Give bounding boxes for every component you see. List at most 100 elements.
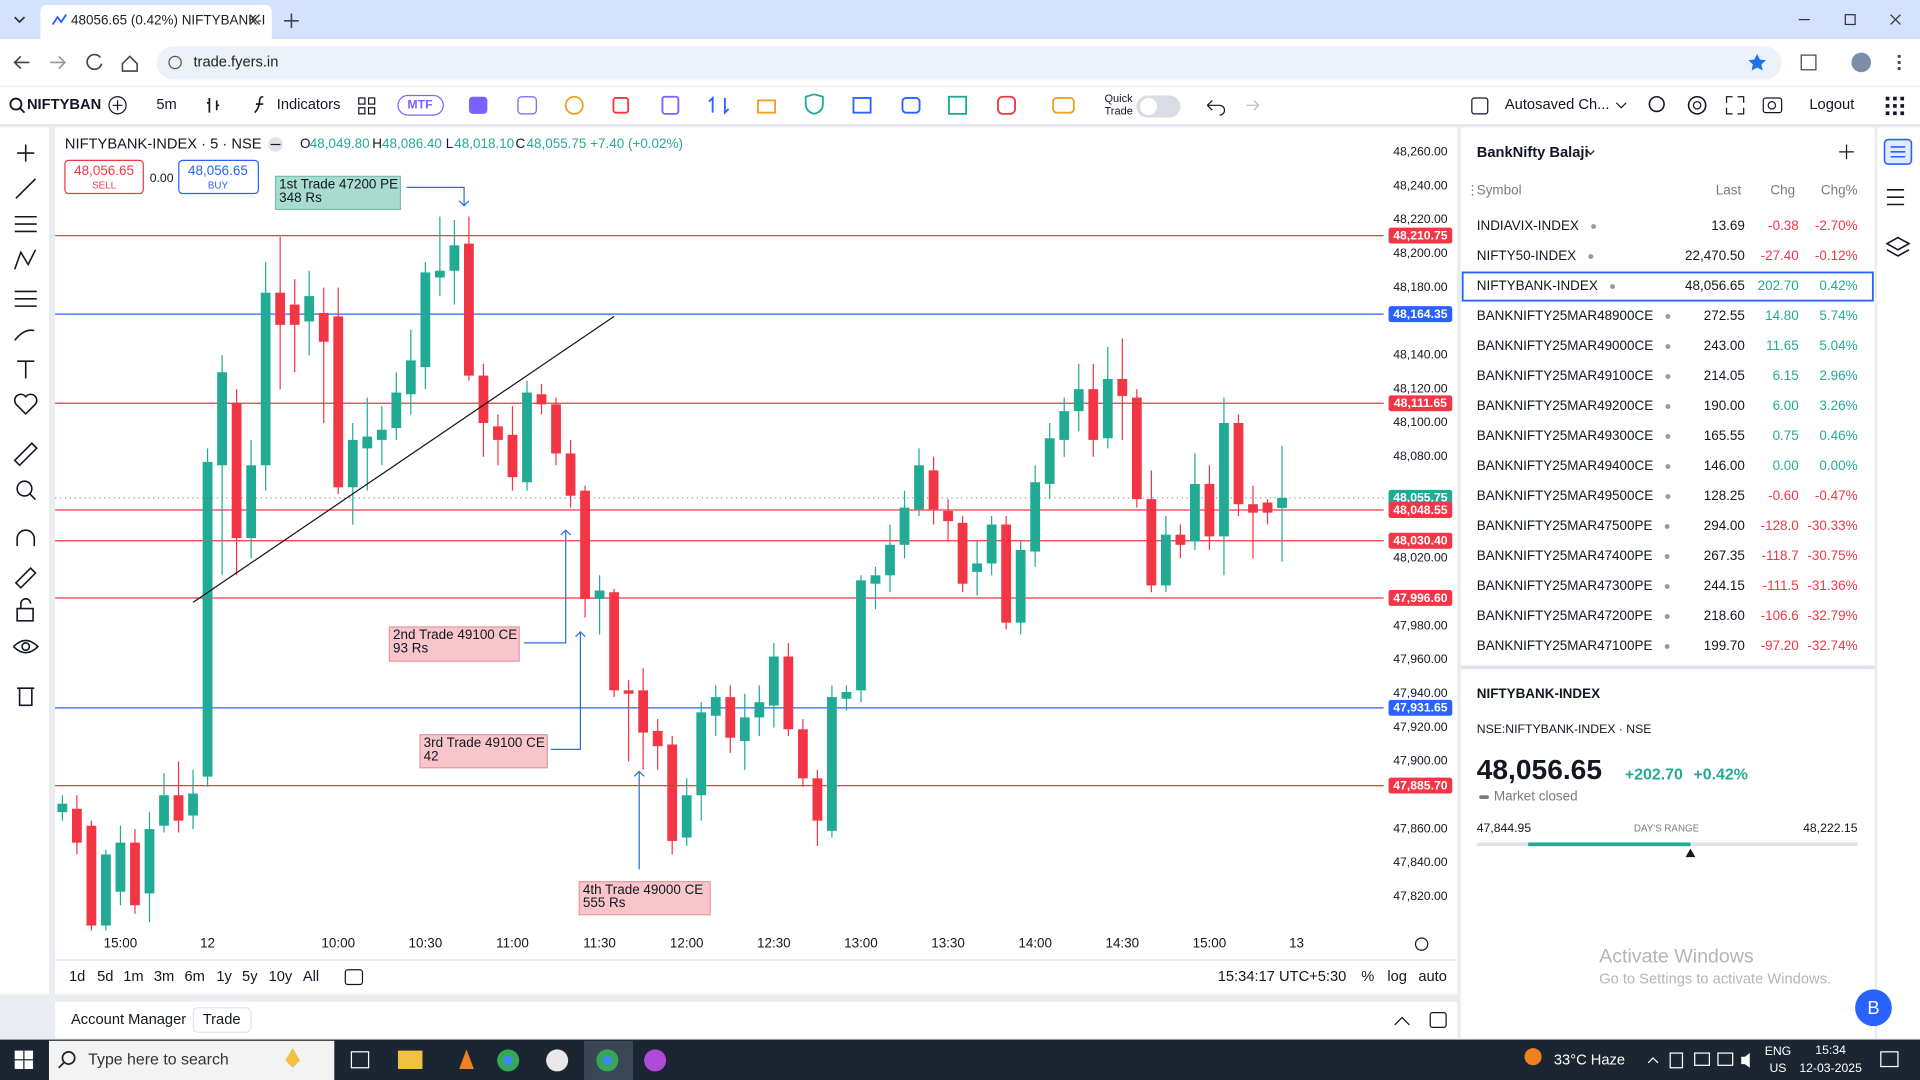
taskbar-part[interactable]: [546, 1049, 569, 1072]
url-text[interactable]: trade.fyers.in: [193, 54, 278, 70]
toolbar-part[interactable]: [1246, 99, 1260, 111]
taskbar-part[interactable]: [602, 1055, 613, 1066]
sell-price[interactable]: 48,056.65: [74, 163, 134, 178]
buy-price[interactable]: 48,056.65: [188, 163, 248, 178]
sell-label[interactable]: SELL: [92, 181, 116, 192]
taskbar-part[interactable]: [1741, 1053, 1750, 1068]
drawing-tools-part[interactable]: [14, 329, 35, 341]
toolbar-part[interactable]: [468, 96, 488, 114]
toolbar[interactable]: [0, 86, 1920, 126]
toolbar-part[interactable]: [1615, 102, 1627, 109]
drawing-tools-part[interactable]: [14, 567, 37, 589]
drawing-tools-part[interactable]: [16, 480, 33, 497]
logout-button[interactable]: Logout: [1809, 97, 1854, 113]
drawing-tools-part[interactable]: [17, 360, 35, 379]
drawing-tools-part[interactable]: [20, 598, 32, 609]
watchlist-name[interactable]: BankNifty Balaji: [1477, 145, 1589, 161]
drawing-tools-part[interactable]: [21, 642, 31, 651]
mtf-button[interactable]: MTF: [407, 98, 433, 112]
range-button[interactable]: 1m: [123, 969, 143, 985]
toolbar-part[interactable]: [254, 95, 264, 114]
toolbar-part-part[interactable]: [1885, 111, 1890, 116]
toolbar-part[interactable]: [661, 95, 680, 115]
toolbar-part[interactable]: [612, 97, 630, 114]
trade-tab[interactable]: Trade: [203, 1012, 241, 1028]
profile-badge[interactable]: [1855, 989, 1892, 1027]
toolbar-part[interactable]: [901, 97, 921, 114]
toolbar-part[interactable]: [1648, 95, 1665, 113]
right-icon-strip-part[interactable]: [1890, 146, 1906, 158]
taskbar-part-part[interactable]: [24, 1060, 34, 1069]
right-icon-strip[interactable]: [1883, 138, 1913, 257]
toolbar-part[interactable]: [1692, 101, 1702, 110]
auto-toggle[interactable]: auto: [1418, 969, 1447, 985]
range-button[interactable]: 1y: [216, 969, 232, 985]
toolbar-part[interactable]: [997, 95, 1017, 115]
symbol-name[interactable]: INDIAVIX-INDEX: [1477, 218, 1579, 233]
range-button[interactable]: 5y: [242, 969, 258, 985]
right-icon-strip-part[interactable]: [1885, 236, 1911, 257]
toolbar-part[interactable]: [804, 93, 824, 115]
taskbar-part[interactable]: [350, 1051, 370, 1069]
drawing-tools-part[interactable]: [17, 144, 35, 162]
toolbar-part[interactable]: [1762, 97, 1783, 114]
toolbar-part[interactable]: [206, 97, 220, 113]
toolbar-part-part[interactable]: [1900, 104, 1905, 108]
drawing-tools[interactable]: [12, 144, 40, 707]
symbol-search[interactable]: NIFTYBAN: [27, 97, 101, 113]
buy-label[interactable]: BUY: [208, 181, 229, 192]
toolbar-part[interactable]: [708, 95, 730, 115]
sell-button[interactable]: [64, 159, 144, 195]
drawing-tools-part[interactable]: [28, 492, 37, 501]
range-button[interactable]: 1d: [69, 969, 85, 985]
toolbar-part[interactable]: [18, 107, 26, 114]
account-manager-tab[interactable]: Account Manager: [71, 1012, 186, 1028]
toolbar-part[interactable]: [564, 95, 584, 115]
symbol-name[interactable]: BANKNIFTY25MAR49400CE: [1477, 458, 1653, 473]
range-button[interactable]: 5d: [97, 969, 113, 985]
quick-trade-label[interactable]: Quick: [1104, 93, 1133, 105]
symbol-name[interactable]: BANKNIFTY25MAR49100CE: [1477, 368, 1653, 383]
percent-toggle[interactable]: %: [1361, 969, 1374, 985]
right-icon-strip-part[interactable]: [1886, 189, 1905, 206]
symbol-name[interactable]: BANKNIFTY25MAR49300CE: [1477, 428, 1653, 443]
symbol-name[interactable]: BANKNIFTY25MAR47500PE: [1477, 518, 1653, 533]
taskbar-part[interactable]: [58, 1062, 65, 1069]
toolbar-part[interactable]: [367, 107, 376, 115]
symbol-name[interactable]: BANKNIFTY25MAR48900CE: [1477, 308, 1653, 323]
taskbar-part[interactable]: [459, 1049, 474, 1069]
drawing-tools-part[interactable]: [17, 687, 35, 707]
drawing-tools-part[interactable]: [14, 215, 37, 233]
drawing-tools-part[interactable]: [13, 442, 38, 467]
taskbar-part[interactable]: [397, 1050, 423, 1069]
toolbar-part[interactable]: [358, 107, 366, 115]
drawing-tools-part[interactable]: [15, 178, 37, 199]
taskbar-part[interactable]: [1717, 1052, 1734, 1066]
toolbar-part[interactable]: [397, 94, 444, 116]
taskbar[interactable]: [0, 1039, 1920, 1080]
trade-tab-box[interactable]: [192, 1007, 252, 1033]
drawing-tools-part[interactable]: [13, 249, 37, 270]
taskbar-part[interactable]: [1524, 1048, 1542, 1066]
taskbar-part[interactable]: [1694, 1052, 1710, 1066]
taskbar-part[interactable]: [1647, 1057, 1659, 1064]
taskbar-part[interactable]: [1880, 1051, 1899, 1068]
toolbar-part-part[interactable]: [1885, 104, 1890, 108]
toolbar-part[interactable]: [1206, 99, 1226, 116]
symbol-name[interactable]: BANKNIFTY25MAR49200CE: [1477, 398, 1653, 413]
toolbar-part[interactable]: [358, 97, 366, 105]
symbol-name[interactable]: NIFTYBANK-INDEX: [1477, 278, 1598, 293]
toolbar-part-part[interactable]: [1900, 96, 1905, 101]
toolbar-part[interactable]: [757, 99, 777, 114]
toolbar-part[interactable]: [852, 97, 872, 114]
taskbar-part[interactable]: [644, 1049, 667, 1072]
symbol-name[interactable]: BANKNIFTY25MAR47300PE: [1477, 578, 1653, 593]
symbol-name[interactable]: BANKNIFTY25MAR49500CE: [1477, 488, 1653, 503]
taskbar-search[interactable]: Type here to search: [88, 1052, 229, 1069]
indicators-button[interactable]: Indicators: [277, 97, 341, 113]
taskbar-part[interactable]: [61, 1050, 76, 1065]
toolbar-part[interactable]: [948, 95, 968, 115]
range-button[interactable]: 3m: [154, 969, 174, 985]
toolbar-part[interactable]: [0, 86, 1920, 125]
taskbar-part-part[interactable]: [14, 1060, 24, 1069]
